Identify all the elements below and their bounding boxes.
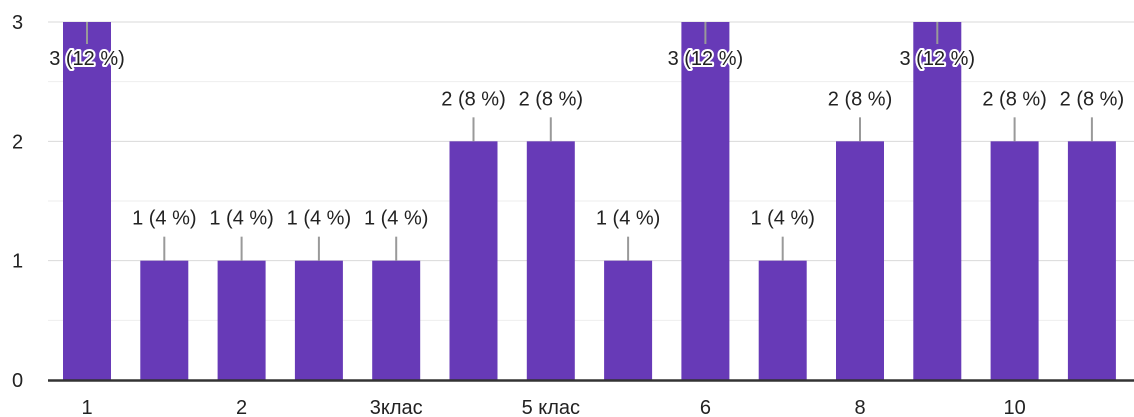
data-label: 1 (4 %) [209,208,273,230]
bar [681,22,730,380]
bar [1067,141,1116,380]
bar [526,141,575,380]
data-label: 3 (12 %) [668,48,744,70]
bar [63,22,111,380]
y-tick-label: 1 [12,251,23,273]
data-label: 1 (4 %) [132,208,196,230]
data-label: 2 (8 %) [519,88,583,110]
bar [604,260,653,380]
data-label: 2 (8 %) [441,88,505,110]
data-label: 1 (4 %) [364,208,428,230]
y-tick-label: 2 [12,131,23,153]
bar [913,22,962,380]
y-tick-label: 3 [12,12,23,34]
data-label: 1 (4 %) [287,208,351,230]
bar [372,260,421,380]
x-axis-ticks: 1 2 3клас 5 клас 6 8 10 [81,397,1025,417]
bar [217,260,266,380]
x-tick-label: 5 клас [522,397,580,417]
data-label: 1 (4 %) [596,208,660,230]
data-labels: 3 (12 %) 1 (4 %) 1 (4 %) 1 (4 %) 1 (4 %) 2 (8… [47,22,1124,261]
x-tick-label: 10 [1003,397,1025,417]
x-tick-label: 8 [854,397,865,417]
bar [140,260,189,380]
x-tick-label: 1 [81,397,92,417]
data-label: 2 (8 %) [828,88,892,110]
bar [836,141,884,380]
y-tick-label: 0 [12,370,23,392]
y-axis-ticks: 0 1 2 3 [12,12,23,392]
bar [758,260,807,380]
data-label: 1 (4 %) [750,208,814,230]
x-tick-label: 3клас [370,397,423,417]
x-tick-label: 6 [700,397,711,417]
data-label: 3 (12 %) [900,48,976,70]
data-label: 2 (8 %) [982,88,1046,110]
bar [449,141,498,380]
bars [63,22,1116,380]
data-label: 3 (12 %) [49,48,125,70]
bar [294,260,343,380]
bar [990,141,1039,380]
x-tick-label: 2 [236,397,247,417]
data-label: 2 (8 %) [1060,88,1124,110]
